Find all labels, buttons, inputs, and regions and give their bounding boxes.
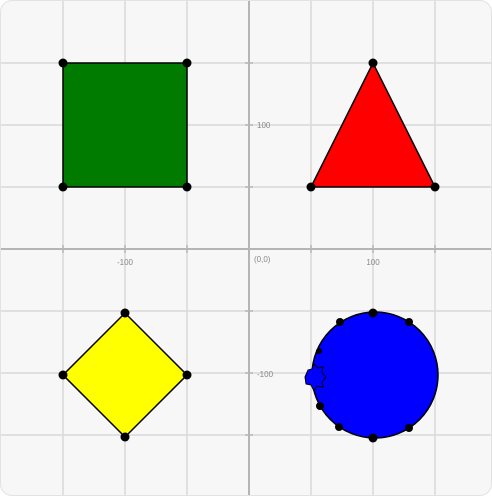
blob[interactable] [304,363,327,393]
red-triangle[interactable] [306,58,440,192]
vertex[interactable] [405,424,413,432]
vertex[interactable] [58,58,68,68]
vertex[interactable] [368,308,378,318]
vertex[interactable] [368,58,378,68]
ticks [62,62,436,436]
vertex[interactable] [335,423,343,431]
vertex[interactable] [182,182,192,192]
vertex[interactable] [316,402,324,410]
vertex[interactable] [316,348,322,354]
x-axis-label: -100 [117,258,134,267]
vertex[interactable] [336,318,344,326]
vertex[interactable] [368,433,378,443]
vertex[interactable] [306,182,316,192]
vertex[interactable] [58,182,68,192]
vertex[interactable] [58,370,68,380]
blue-circle[interactable] [304,308,439,443]
y-axis-label: 100 [257,121,271,130]
vertex[interactable] [430,182,440,192]
x-axis-label: 100 [366,258,380,267]
green-square[interactable] [58,58,192,192]
vertex[interactable] [405,318,413,326]
vertex[interactable] [182,58,192,68]
vertex[interactable] [120,432,130,442]
origin-label: (0,0) [254,255,271,264]
diamond[interactable] [61,311,189,439]
circle[interactable] [311,311,439,439]
vertex[interactable] [182,370,192,380]
y-axis-label: -100 [257,370,274,379]
vertex[interactable] [120,308,130,318]
square[interactable] [62,62,188,188]
yellow-diamond[interactable] [58,308,192,442]
triangle[interactable] [309,61,437,188]
